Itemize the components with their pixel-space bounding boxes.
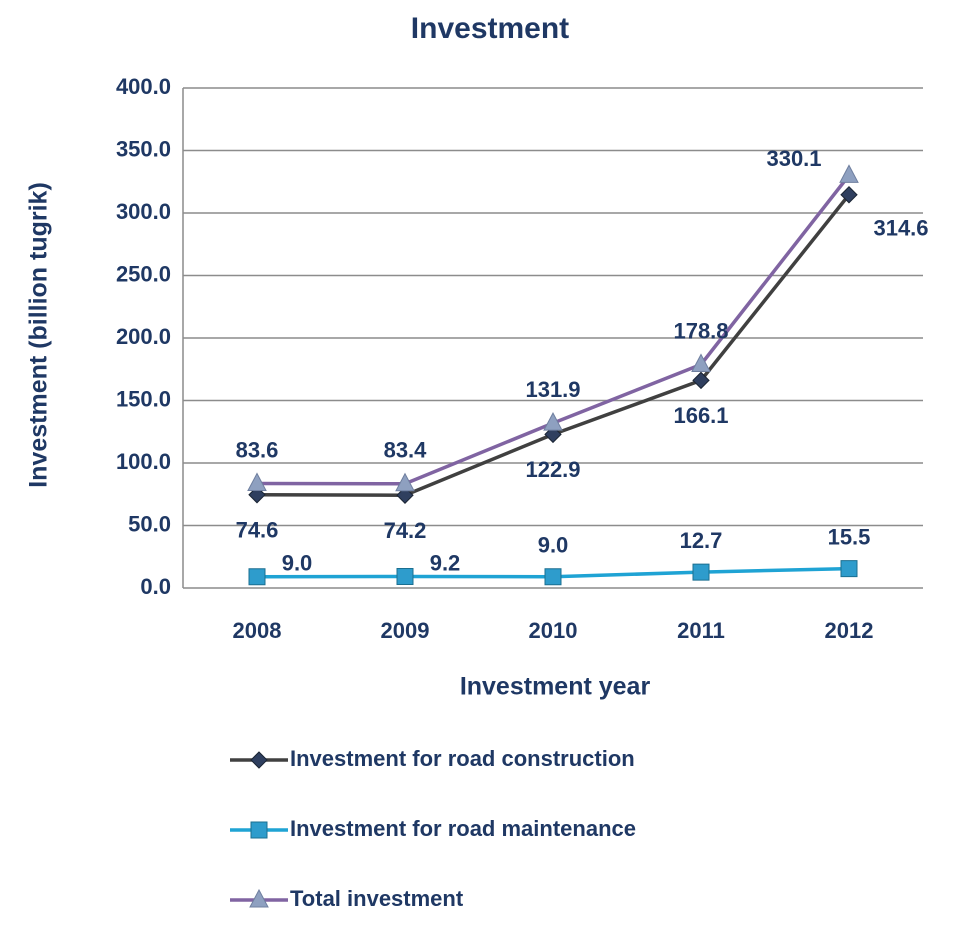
y-tick-label: 350.0 [116, 136, 171, 161]
marker [543, 412, 563, 431]
data-label: 9.0 [282, 551, 313, 576]
data-label: 74.2 [384, 518, 427, 543]
legend-label: Investment for road maintenance [290, 816, 636, 841]
marker [249, 888, 269, 908]
x-tick-label: 2009 [381, 618, 430, 643]
marker [692, 371, 710, 390]
marker [395, 472, 415, 492]
y-tick-label: 300.0 [116, 199, 171, 224]
series-line [256, 193, 851, 498]
x-tick-label: 2008 [233, 618, 282, 643]
y-axis-label: Investment (billion tugrik) [25, 182, 53, 488]
x-tick-label: 2012 [825, 618, 874, 643]
legend-label: Total investment [290, 886, 464, 911]
marker [692, 563, 710, 581]
data-label: 166.1 [673, 403, 728, 428]
data-label: 83.4 [384, 438, 428, 463]
marker [840, 186, 858, 204]
data-label: 122.9 [525, 457, 580, 482]
x-axis-label: Investment year [460, 673, 651, 701]
marker [544, 568, 562, 586]
marker [691, 353, 711, 372]
data-label: 131.9 [525, 377, 580, 402]
data-label: 9.2 [430, 550, 461, 575]
x-tick-label: 2010 [529, 618, 578, 643]
y-tick-label: 400.0 [116, 74, 171, 99]
data-label: 9.0 [538, 533, 569, 558]
y-tick-label: 200.0 [116, 324, 171, 349]
chart-title: Investment [411, 12, 569, 45]
marker [396, 568, 414, 585]
marker [840, 560, 858, 578]
y-tick-label: 50.0 [128, 511, 171, 536]
data-label: 12.7 [680, 528, 723, 553]
data-label: 15.5 [828, 524, 871, 549]
y-tick-label: 100.0 [116, 449, 171, 474]
y-tick-label: 0.0 [140, 574, 171, 599]
marker [248, 568, 266, 586]
marker [250, 751, 268, 769]
marker [247, 472, 267, 491]
marker [250, 821, 268, 839]
data-label: 330.1 [766, 146, 821, 171]
data-label: 74.6 [236, 518, 279, 543]
data-label: 314.6 [873, 216, 928, 241]
x-tick-label: 2011 [677, 618, 725, 643]
marker [839, 164, 859, 183]
data-label: 178.8 [673, 318, 728, 343]
data-label: 83.6 [236, 437, 279, 462]
legend-label: Investment for road construction [290, 746, 635, 771]
y-tick-label: 250.0 [116, 261, 171, 286]
y-tick-label: 150.0 [116, 386, 171, 411]
